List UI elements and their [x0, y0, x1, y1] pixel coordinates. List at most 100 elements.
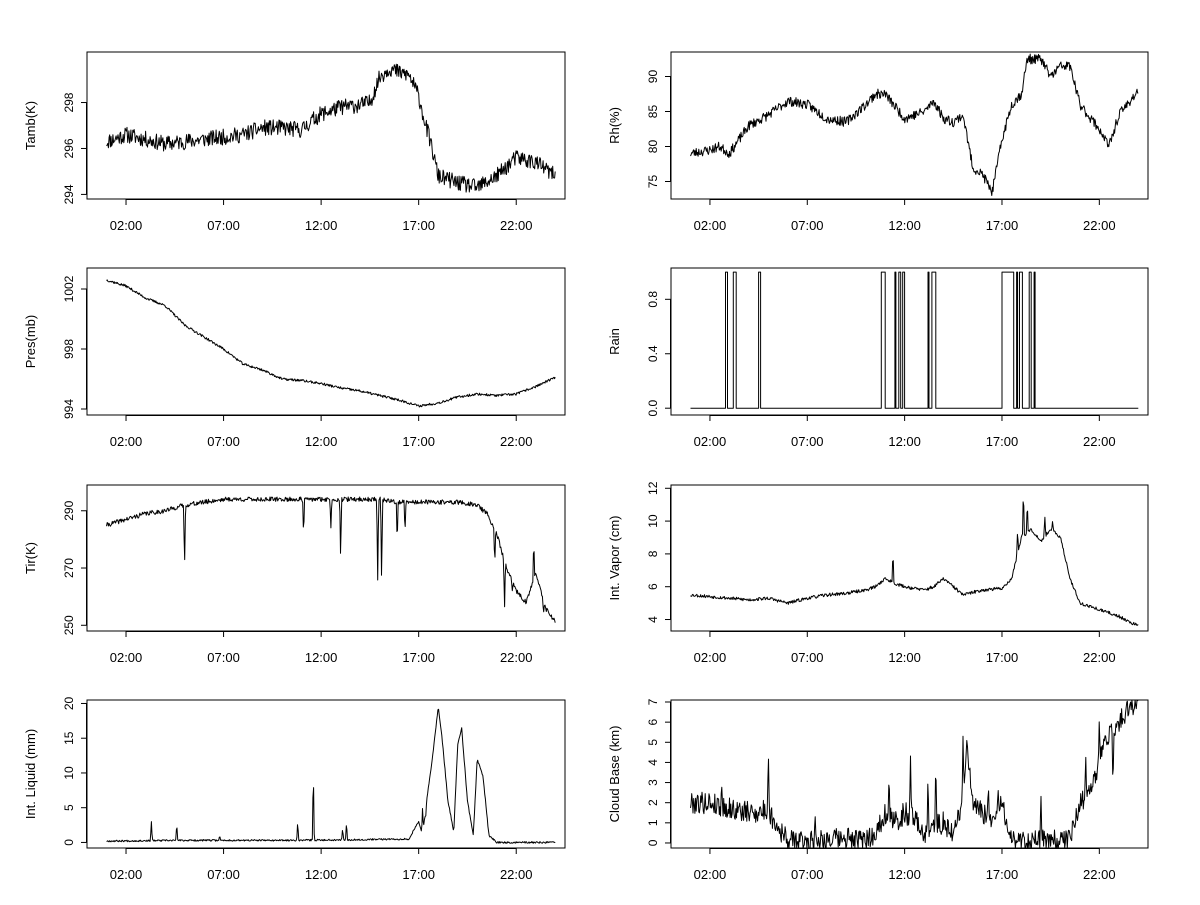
y-tick-label: 994 — [62, 399, 76, 419]
x-tick-label: 07:00 — [791, 650, 824, 665]
panel-cloudbase: 02:00 07:00 12:00 17:00 22:00 0 1 2 3 4 5 6 7 Cloud B… — [607, 698, 1149, 882]
y-tick-label: 0.8 — [646, 291, 660, 308]
y-tick-label: 80 — [646, 140, 660, 154]
y-axis-label: Int. Vapor (cm) — [607, 515, 622, 600]
y-axis-label: Rh(%) — [607, 107, 622, 144]
series-line-pres — [106, 279, 556, 408]
x-tick-label: 12:00 — [305, 218, 338, 233]
x-tick-label: 22:00 — [500, 434, 533, 449]
x-tick-label: 07:00 — [207, 650, 240, 665]
panel-rh: 02:00 07:00 12:00 17:00 22:00 75 80 85 90 Rh(%) — [607, 51, 1149, 233]
x-tick-label: 17:00 — [986, 650, 1019, 665]
x-tick-label: 17:00 — [986, 434, 1019, 449]
y-tick-label: 5 — [646, 739, 660, 746]
y-tick-label: 10 — [62, 766, 76, 780]
y-tick-label: 10 — [646, 514, 660, 528]
x-tick-label: 17:00 — [402, 650, 435, 665]
x-tick-label: 22:00 — [1083, 218, 1116, 233]
y-tick-label: 90 — [646, 70, 660, 84]
y-tick-label: 296 — [62, 138, 76, 158]
x-tick-label: 07:00 — [791, 867, 824, 882]
x-tick-label: 07:00 — [207, 867, 240, 882]
panel-tamb: 02:00 07:00 12:00 17:00 22:00 294 296 298 Tamb(K… — [23, 51, 566, 233]
x-tick-label: 02:00 — [110, 650, 143, 665]
x-tick-label: 12:00 — [888, 867, 921, 882]
x-tick-label: 02:00 — [110, 218, 143, 233]
series-line-cloudbase — [690, 699, 1139, 849]
y-tick-label: 5 — [62, 804, 76, 811]
y-tick-label: 6 — [646, 583, 660, 590]
plot-frame — [670, 51, 1149, 200]
y-tick-label: 15 — [62, 731, 76, 745]
plot-frame — [86, 699, 566, 849]
y-tick-label: 0.4 — [646, 345, 660, 362]
y-tick-label: 250 — [62, 615, 76, 635]
x-tick-label: 17:00 — [986, 867, 1019, 882]
y-axis-label: Rain — [607, 328, 622, 355]
x-tick-label: 12:00 — [305, 650, 338, 665]
x-tick-label: 02:00 — [694, 867, 727, 882]
x-tick-label: 02:00 — [110, 867, 143, 882]
y-tick-label: 75 — [646, 175, 660, 189]
y-tick-label: 3 — [646, 779, 660, 786]
x-tick-label: 02:00 — [694, 218, 727, 233]
x-tick-label: 02:00 — [110, 434, 143, 449]
y-axis-label: Tir(K) — [23, 542, 38, 574]
plot-frame — [86, 267, 566, 416]
panel-vapor: 02:00 07:00 12:00 17:00 22:00 4 6 8 10 12 Int. Vap… — [607, 481, 1149, 665]
x-tick-label: 22:00 — [1083, 434, 1116, 449]
x-tick-label: 02:00 — [694, 434, 727, 449]
plot-frame — [670, 484, 1149, 632]
y-tick-label: 85 — [646, 105, 660, 119]
plot-frame — [670, 699, 1149, 849]
x-tick-label: 17:00 — [402, 218, 435, 233]
x-tick-label: 12:00 — [888, 650, 921, 665]
x-tick-label: 12:00 — [888, 218, 921, 233]
y-tick-label: 0 — [646, 839, 660, 846]
y-tick-label: 290 — [62, 500, 76, 520]
y-tick-label: 2 — [646, 799, 660, 806]
y-tick-label: 1 — [646, 819, 660, 826]
panel-tir: 02:00 07:00 12:00 17:00 22:00 250 270 290 Tir(K) — [23, 484, 566, 665]
y-tick-label: 8 — [646, 550, 660, 557]
panel-rain: 02:00 07:00 12:00 17:00 22:00 0.0 0.4 0.8 Rain — [607, 267, 1149, 449]
y-tick-label: 20 — [62, 696, 76, 710]
x-tick-label: 12:00 — [305, 867, 338, 882]
y-axis-label: Pres(mb) — [23, 315, 38, 368]
panel-liquid: 02:00 07:00 12:00 17:00 22:00 0 5 10 15 20 Int. Li… — [23, 696, 566, 882]
x-tick-label: 12:00 — [888, 434, 921, 449]
y-axis-label: Int. Liquid (mm) — [23, 729, 38, 819]
y-tick-label: 12 — [646, 481, 660, 495]
series-line-tamb — [106, 63, 556, 193]
panel-pres: 02:00 07:00 12:00 17:00 22:00 994 998 1002 Pres(… — [23, 267, 566, 449]
x-tick-label: 07:00 — [791, 218, 824, 233]
x-tick-label: 12:00 — [305, 434, 338, 449]
x-tick-label: 22:00 — [1083, 867, 1116, 882]
y-tick-label: 7 — [646, 698, 660, 705]
y-tick-label: 298 — [62, 92, 76, 112]
series-line-tir — [106, 496, 556, 623]
plot-frame — [86, 484, 566, 632]
y-tick-label: 0.0 — [646, 400, 660, 417]
x-tick-label: 07:00 — [207, 218, 240, 233]
y-tick-label: 998 — [62, 339, 76, 359]
series-line-liquid — [106, 708, 556, 844]
x-tick-label: 22:00 — [1083, 650, 1116, 665]
x-tick-label: 17:00 — [986, 218, 1019, 233]
y-axis-label: Tamb(K) — [23, 101, 38, 150]
y-tick-label: 6 — [646, 718, 660, 725]
x-tick-label: 07:00 — [791, 434, 824, 449]
x-tick-label: 22:00 — [500, 650, 533, 665]
x-tick-label: 22:00 — [500, 218, 533, 233]
y-tick-label: 4 — [646, 616, 660, 623]
series-line-rain — [690, 271, 1139, 409]
x-tick-label: 17:00 — [402, 434, 435, 449]
y-tick-label: 4 — [646, 759, 660, 766]
y-tick-label: 0 — [62, 839, 76, 846]
x-tick-label: 07:00 — [207, 434, 240, 449]
x-tick-label: 17:00 — [402, 867, 435, 882]
x-tick-label: 02:00 — [694, 650, 727, 665]
y-axis-label: Cloud Base (km) — [607, 726, 622, 823]
